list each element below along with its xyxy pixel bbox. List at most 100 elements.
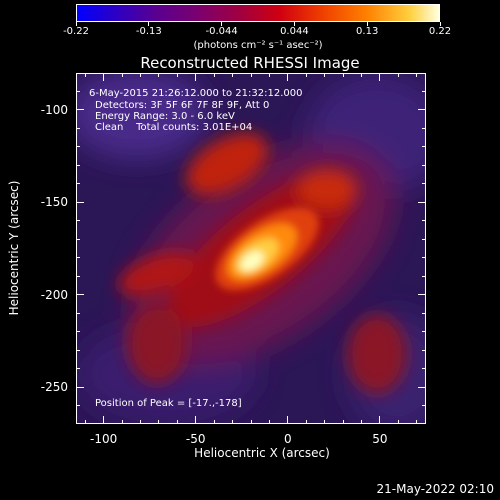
y-minor-tick [76,368,80,370]
colorbar-tick-label: -0.22 [63,26,89,37]
y-major-tick [76,294,84,296]
x-minor-tick [397,73,399,77]
x-axis-label: Heliocentric X (arcsec) [194,446,330,460]
x-tick-label: 0 [284,432,292,446]
x-minor-tick [139,73,141,77]
x-minor-tick [213,73,215,77]
y-minor-tick [76,331,80,333]
y-minor-tick [76,349,80,351]
x-minor-tick [232,73,234,77]
y-minor-tick [422,257,426,259]
x-minor-tick [250,420,252,424]
x-minor-tick [250,73,252,77]
energy-range-label: Energy Range: 3.0 - 6.0 keV [95,111,235,122]
x-minor-tick [416,420,418,424]
y-minor-tick [76,257,80,259]
x-minor-tick [121,73,123,77]
y-minor-tick [76,220,80,222]
y-minor-tick [422,164,426,166]
y-minor-tick [422,349,426,351]
y-minor-tick [422,220,426,222]
colorbar-tick-label: -0.13 [135,26,162,37]
x-minor-tick [305,73,307,77]
x-major-tick [103,73,105,81]
y-axis-label: Heliocentric Y (arcsec) [7,180,21,316]
colorbar-tick [439,22,441,26]
plot-title: Reconstructed RHESSI Image [140,54,360,72]
y-minor-tick [422,331,426,333]
x-major-tick [379,416,381,424]
colorbar-tick-label: 0.13 [356,26,379,37]
colorbar-tick [75,22,77,26]
y-major-tick [76,386,84,388]
y-minor-tick [422,90,426,92]
x-minor-tick [397,420,399,424]
y-major-tick [418,109,426,111]
x-minor-tick [121,420,123,424]
y-minor-tick [422,368,426,370]
x-major-tick [287,73,289,81]
y-tick-label: -250 [40,380,68,395]
x-minor-tick [305,420,307,424]
colorbar-tick-label: 0.044 [280,26,309,37]
peak-position-label: Position of Peak = [-17.,-178] [95,398,242,409]
x-minor-tick [361,420,363,424]
x-major-tick [195,416,197,424]
y-minor-tick [422,275,426,277]
y-minor-tick [422,183,426,185]
x-major-tick [195,73,197,81]
colorbar [76,4,440,22]
colorbar-tick-label: 0.22 [428,26,452,37]
x-tick-label: -50 [185,432,206,446]
y-minor-tick [422,405,426,407]
colorbar-tick [221,22,223,26]
y-minor-tick [76,275,80,277]
y-minor-tick [422,146,426,148]
x-minor-tick [324,420,326,424]
x-minor-tick [176,73,178,77]
x-minor-tick [84,420,86,424]
y-minor-tick [76,164,80,166]
detectors-label: Detectors: 3F 5F 6F 7F 8F 9F, Att 0 [95,100,270,111]
x-minor-tick [232,420,234,424]
x-minor-tick [268,420,270,424]
x-tick-label: -100 [90,432,118,446]
x-minor-tick [213,420,215,424]
y-major-tick [76,201,84,203]
x-major-tick [287,416,289,424]
x-minor-tick [84,73,86,77]
y-major-tick [418,201,426,203]
y-minor-tick [76,312,80,314]
x-minor-tick [176,420,178,424]
x-minor-tick [158,420,160,424]
flare-core [215,207,319,291]
y-tick-label: -150 [40,195,68,210]
flux-map [77,74,425,423]
colorbar-tick [293,22,295,26]
x-minor-tick [268,73,270,77]
x-minor-tick [324,73,326,77]
y-minor-tick [76,146,80,148]
y-minor-tick [76,127,80,129]
y-minor-tick [422,127,426,129]
time-range-label: 6-May-2015 21:26:12.000 to 21:32:12.000 [89,88,303,99]
colorbar-tick [148,22,150,26]
y-major-tick [418,386,426,388]
clean-counts-label: Clean Total counts: 3.01E+04 [95,122,253,133]
y-tick-label: -100 [40,102,68,117]
y-minor-tick [76,405,80,407]
x-minor-tick [361,73,363,77]
y-minor-tick [422,238,426,240]
colorbar-units: (photons cm⁻² s⁻¹ asec⁻²) [193,40,323,51]
colorbar-tick [366,22,368,26]
x-minor-tick [158,73,160,77]
datestamp: 21-May-2022 02:10 [376,482,494,496]
colorbar-tick-label: -0.044 [205,26,238,37]
x-major-tick [379,73,381,81]
y-minor-tick [76,238,80,240]
y-minor-tick [422,312,426,314]
x-minor-tick [416,73,418,77]
y-tick-label: -200 [40,287,68,302]
solar-image-plot: 6-May-2015 21:26:12.000 to 21:32:12.000 … [76,73,426,424]
x-minor-tick [139,420,141,424]
